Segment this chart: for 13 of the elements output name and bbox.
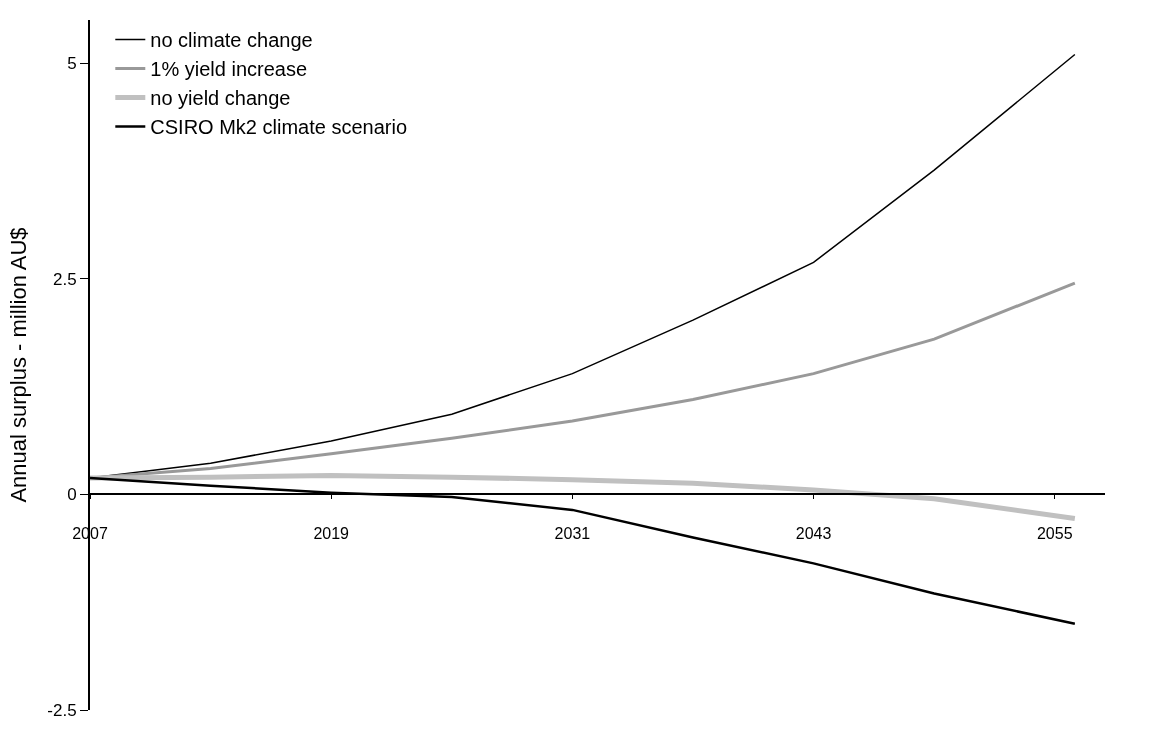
x-tick-label: 2055 (1036, 524, 1073, 542)
legend-label: no yield change (150, 87, 291, 110)
legend-label: 1% yield increase (150, 58, 308, 81)
y-tick-label: 5 (67, 54, 77, 74)
legend-label: CSIRO Mk2 climate scenario (150, 116, 408, 139)
y-tick-label: -2.5 (47, 700, 77, 720)
y-axis-title: Annual surplus - million AU$ (5, 227, 31, 503)
x-tick-label: 2031 (554, 524, 591, 542)
legend-label: no climate change (150, 29, 313, 52)
x-tick-label: 2043 (795, 524, 832, 542)
y-tick-label: 0 (67, 485, 77, 505)
y-tick-label: 2.5 (52, 269, 77, 289)
x-tick-label: 2019 (313, 524, 350, 542)
